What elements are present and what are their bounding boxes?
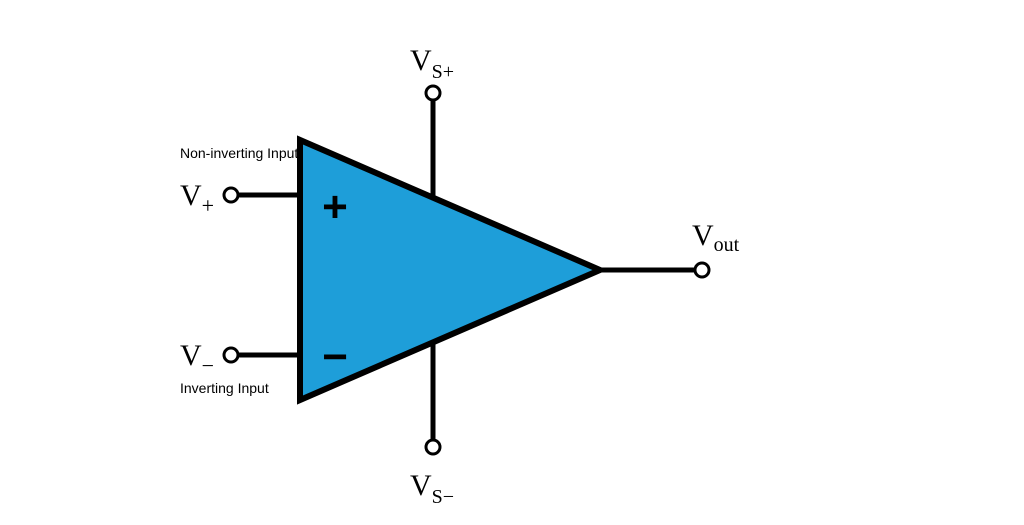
minus-symbol: − (322, 333, 348, 382)
noninverting-terminal (224, 188, 238, 202)
output-terminal (695, 263, 709, 277)
plus-symbol: + (322, 183, 348, 232)
vout-label: Vout (692, 219, 740, 256)
vsplus-terminal (426, 86, 440, 100)
vplus-label: V+ (180, 179, 214, 218)
vsminus-terminal (426, 440, 440, 454)
inverting-terminal (224, 348, 238, 362)
inverting-desc-label: Inverting Input (180, 380, 269, 396)
vsplus-label: VS+ (410, 44, 454, 83)
vminus-label: V− (180, 339, 214, 378)
noninverting-desc-label: Non-inverting Input (180, 145, 298, 161)
vsminus-label: VS− (410, 469, 454, 508)
